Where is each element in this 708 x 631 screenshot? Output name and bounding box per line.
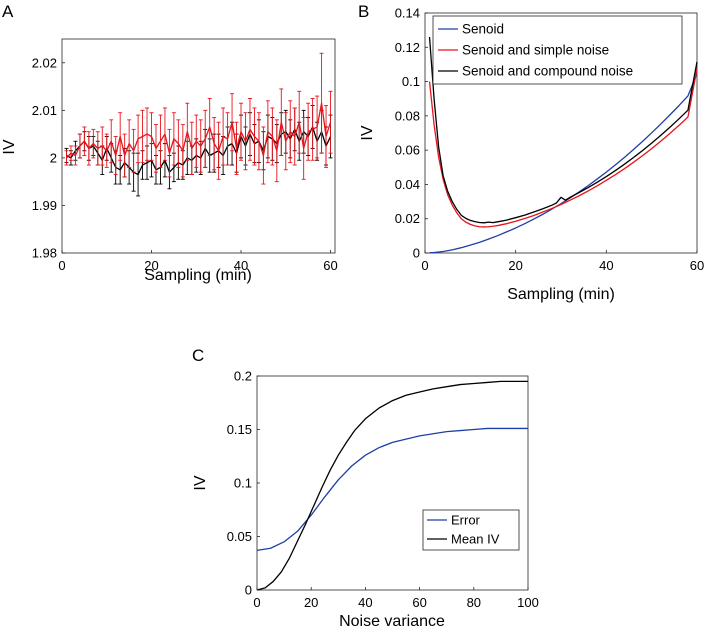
panel-b: B 0 20 40 60 0 0.02 0.04 0.06 0.08 0.1 0.12 0.14 Se…: [358, 2, 704, 303]
panel-b-series-2-line: [428, 36, 698, 224]
panel-b-series-0-line: [429, 73, 698, 254]
panel-a-series-1-line: [66, 102, 332, 159]
panel-a-ytick-label-1: 1.99: [32, 198, 57, 213]
panel-c-xtick-label-5: 100: [517, 595, 539, 610]
panel-c-ticks: 0 20 40 60 80 100 0 0.05 0.1 0.15 0.2: [227, 369, 539, 611]
panel-a-series-0-line: [66, 126, 332, 176]
panel-a-label: A: [2, 2, 14, 21]
panel-b-ytick-label-0: 0: [413, 246, 420, 261]
panel-a-ytick-label-2: 2: [50, 150, 57, 165]
panel-c-legend: Error Mean IV: [422, 509, 520, 551]
legend-label-senoid: Senoid: [462, 22, 504, 37]
panel-c-xlabel: Noise variance: [339, 613, 445, 630]
panel-c-series-0-line: [256, 427, 528, 552]
panel-b-xlabel: Sampling (min): [507, 286, 615, 303]
panel-b-xtick-label-2: 40: [599, 258, 613, 273]
panel-b-legend-box: [432, 15, 683, 85]
panel-b-xtick-label-1: 20: [508, 258, 522, 273]
panel-a-ytick-label-3: 2.01: [32, 103, 57, 118]
panel-b-ytick-label-7: 0.14: [395, 6, 420, 21]
legend-label-mean-iv: Mean IV: [451, 532, 500, 547]
panel-b-label: B: [358, 2, 369, 21]
panel-b-series-1-line: [428, 68, 698, 228]
panel-c-xtick-label-0: 0: [253, 595, 260, 610]
panel-a-ticks: 0 20 40 60 1.98 1.99 2 2.01 2.02: [32, 55, 338, 273]
legend-label-compound-noise: Senoid and compound noise: [462, 64, 633, 79]
panel-c-xtick-label-3: 60: [412, 595, 426, 610]
panel-b-xtick-label-3: 60: [690, 258, 704, 273]
panel-b-ticks: 0 20 40 60 0 0.02 0.04 0.06 0.08 0.1 0.12 0.14: [395, 6, 705, 274]
panel-a-ylabel: IV: [1, 139, 18, 154]
panel-c-ytick-label-0: 0: [245, 583, 252, 598]
panel-a-xtick-label-3: 60: [323, 258, 337, 273]
panel-b-marks: [428, 36, 698, 254]
panel-c-ytick-label-4: 0.2: [234, 369, 252, 384]
panel-c-xtick-label-4: 80: [467, 595, 481, 610]
panel-a-xtick-label-0: 0: [58, 258, 65, 273]
panel-c: C 0 20 40 60 80 100 0 0.05 0.1 0.15 0.2 Error Mean…: [192, 346, 539, 630]
panel-a-xtick-label-2: 40: [234, 258, 248, 273]
panel-c-ytick-label-3: 0.15: [227, 422, 252, 437]
legend-label-error: Error: [451, 513, 481, 528]
panel-b-ylabel: IV: [359, 125, 376, 140]
panel-c-series-1-line: [256, 380, 528, 591]
panel-b-ytick-label-6: 0.12: [395, 40, 420, 55]
legend-label-simple-noise: Senoid and simple noise: [462, 43, 609, 58]
panel-c-axes-box: [256, 375, 529, 591]
panel-c-xtick-label-1: 20: [304, 595, 318, 610]
panel-c-ylabel: IV: [192, 475, 209, 490]
panel-a-marks: [64, 52, 333, 197]
panel-b-ytick-label-4: 0.08: [395, 108, 420, 123]
panel-a: A 0 20 40 60 1.98 1.99 2 2.01 2.02 Sampling (min…: [1, 2, 338, 284]
panel-c-xtick-label-2: 40: [358, 595, 372, 610]
panel-b-ytick-label-3: 0.06: [395, 143, 420, 158]
panel-b-xtick-label-0: 0: [421, 258, 428, 273]
panel-a-ytick-label-4: 2.02: [32, 55, 57, 70]
panel-c-ytick-label-2: 0.1: [234, 476, 252, 491]
panel-c-label: C: [192, 346, 204, 365]
panel-a-xtick-label-1: 20: [144, 258, 158, 273]
panel-c-legend-box: [422, 509, 520, 551]
panel-c-marks: [256, 380, 528, 591]
panel-a-axes-box: [61, 38, 336, 254]
panel-a-xlabel: Sampling (min): [144, 267, 252, 284]
panel-c-ytick-label-1: 0.05: [227, 529, 252, 544]
panel-a-ytick-label-0: 1.98: [32, 246, 57, 261]
panel-b-ytick-label-5: 0.1: [402, 74, 420, 89]
panel-b-ytick-label-1: 0.02: [395, 211, 420, 226]
panel-b-legend: Senoid Senoid and simple noise Senoid an…: [432, 15, 683, 85]
panel-b-ytick-label-2: 0.04: [395, 177, 420, 192]
